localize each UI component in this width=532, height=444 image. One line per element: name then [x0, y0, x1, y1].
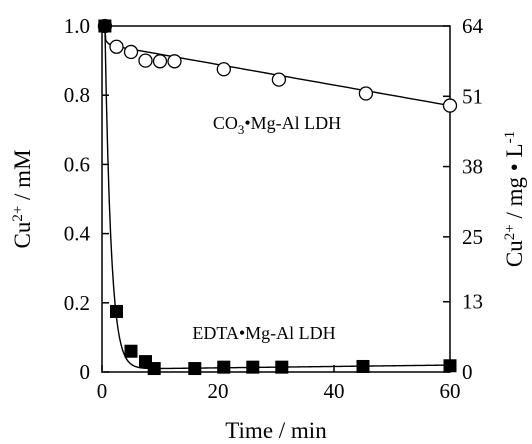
edta-data-point: [275, 360, 289, 374]
edta-data-point: [110, 304, 123, 318]
x-tick-label: 20: [208, 379, 229, 403]
x-axis-title: Time / min: [225, 418, 327, 443]
markers-group: [97, 18, 458, 376]
y-right-tick-label: 13: [462, 290, 483, 314]
co3-data-point: [138, 53, 153, 68]
y-left-tick-label: 0: [80, 360, 91, 384]
x-tick-label: 40: [324, 379, 345, 403]
co3-data-point: [109, 39, 124, 54]
edta-data-point: [98, 19, 112, 33]
y-axis-right-title: Cu2+ / mg • L-1: [502, 131, 527, 267]
y-right-tick-label: 64: [462, 14, 484, 38]
x-tick-label: 0: [97, 379, 108, 403]
y-left-tick-label: 0.8: [64, 83, 90, 107]
y-right-tick-label: 25: [462, 225, 483, 249]
edta-data-point: [217, 360, 231, 374]
y-right-tick-label: 0: [462, 360, 473, 384]
co3-data-point: [152, 54, 168, 69]
x-tick-label: 60: [440, 379, 461, 403]
y-left-tick-label: 0.6: [64, 152, 90, 176]
edta-data-point: [246, 360, 260, 374]
edta-data-point: [147, 362, 161, 376]
co3-data-point: [271, 72, 287, 87]
edta-data-point: [356, 359, 370, 373]
annotation-edta: EDTA•Mg-Al LDH: [192, 323, 335, 343]
y-right-tick-label: 51: [462, 84, 483, 108]
y-axis-left-title: Cu2+ / mM: [10, 149, 35, 248]
co3-data-point: [123, 44, 139, 60]
co3-data-point: [216, 62, 231, 77]
co3-data-point: [442, 98, 458, 113]
y-left-tick-label: 0.4: [64, 222, 91, 246]
co3-data-point: [358, 86, 374, 101]
edta-data-point: [188, 362, 202, 376]
y-right-tick-label: 38: [462, 155, 483, 179]
co3-data-point: [167, 54, 182, 69]
y-left-tick-label: 0.2: [64, 291, 90, 315]
edta-data-point: [443, 359, 457, 373]
y-left-tick-label: 1.0: [64, 14, 90, 38]
edta-data-point: [124, 344, 138, 358]
annotation-co3: CO3•Mg-Al LDH: [213, 113, 341, 137]
